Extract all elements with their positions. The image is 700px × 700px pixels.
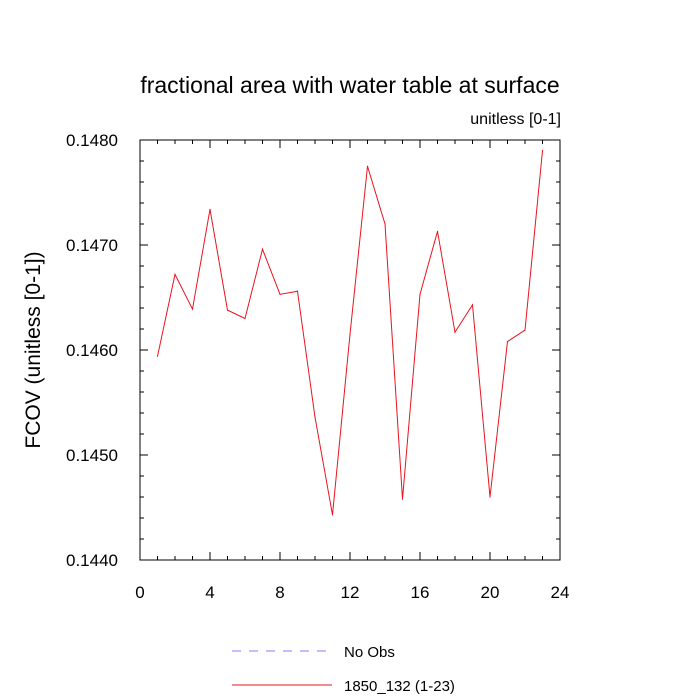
data-point (261, 248, 264, 250)
y-tick-label: 0.1440 (66, 551, 118, 570)
data-point (436, 230, 439, 232)
x-tick-label: 12 (341, 583, 360, 602)
data-point (244, 317, 246, 320)
x-tick-label: 4 (205, 583, 214, 602)
x-tick-label: 8 (275, 583, 284, 602)
data-point (191, 308, 194, 310)
y-tick-label: 0.1450 (66, 446, 118, 465)
data-point (314, 416, 316, 418)
axis-tick-labels: 0 4 8 12 16 20 24 0.1440 0.1450 0.1460 0.1470 0.148… (66, 131, 569, 602)
plot-frame (139, 139, 561, 561)
data-point (471, 304, 474, 306)
data-point (541, 149, 544, 152)
y-tick-label: 0.1470 (66, 236, 118, 255)
x-tick-label: 24 (551, 583, 570, 602)
x-tick-label: 16 (411, 583, 430, 602)
data-point (401, 498, 404, 500)
axis-ticks (139, 139, 561, 561)
data-point (174, 273, 176, 275)
data-point (156, 355, 159, 357)
data-point (454, 331, 456, 333)
y-tick-label: 0.1460 (66, 341, 118, 360)
x-tick-label: 0 (135, 583, 144, 602)
data-point (226, 309, 229, 311)
data-point (384, 223, 386, 225)
data-point (296, 290, 299, 292)
data-point (419, 293, 421, 295)
series-line (157, 150, 543, 515)
data-point (209, 208, 211, 210)
data-point (279, 293, 281, 295)
legend-label: No Obs (344, 644, 395, 661)
chart-units-label: unitless [0-1] (470, 111, 561, 128)
legend: No Obs 1850_132 (1-23) (232, 644, 455, 695)
data-point (366, 165, 369, 167)
data-point (349, 333, 351, 335)
y-tick-label: 0.1480 (66, 131, 118, 150)
data-point (489, 496, 491, 498)
data-point (506, 341, 509, 343)
legend-label: 1850_132 (1-23) (344, 678, 455, 695)
data-series (156, 149, 544, 516)
x-tick-label: 20 (481, 583, 500, 602)
data-point (524, 329, 526, 331)
y-axis-label: FCOV (unitless [0-1]) (22, 251, 45, 448)
data-point (331, 514, 334, 516)
chart-title: fractional area with water table at surf… (140, 72, 559, 98)
